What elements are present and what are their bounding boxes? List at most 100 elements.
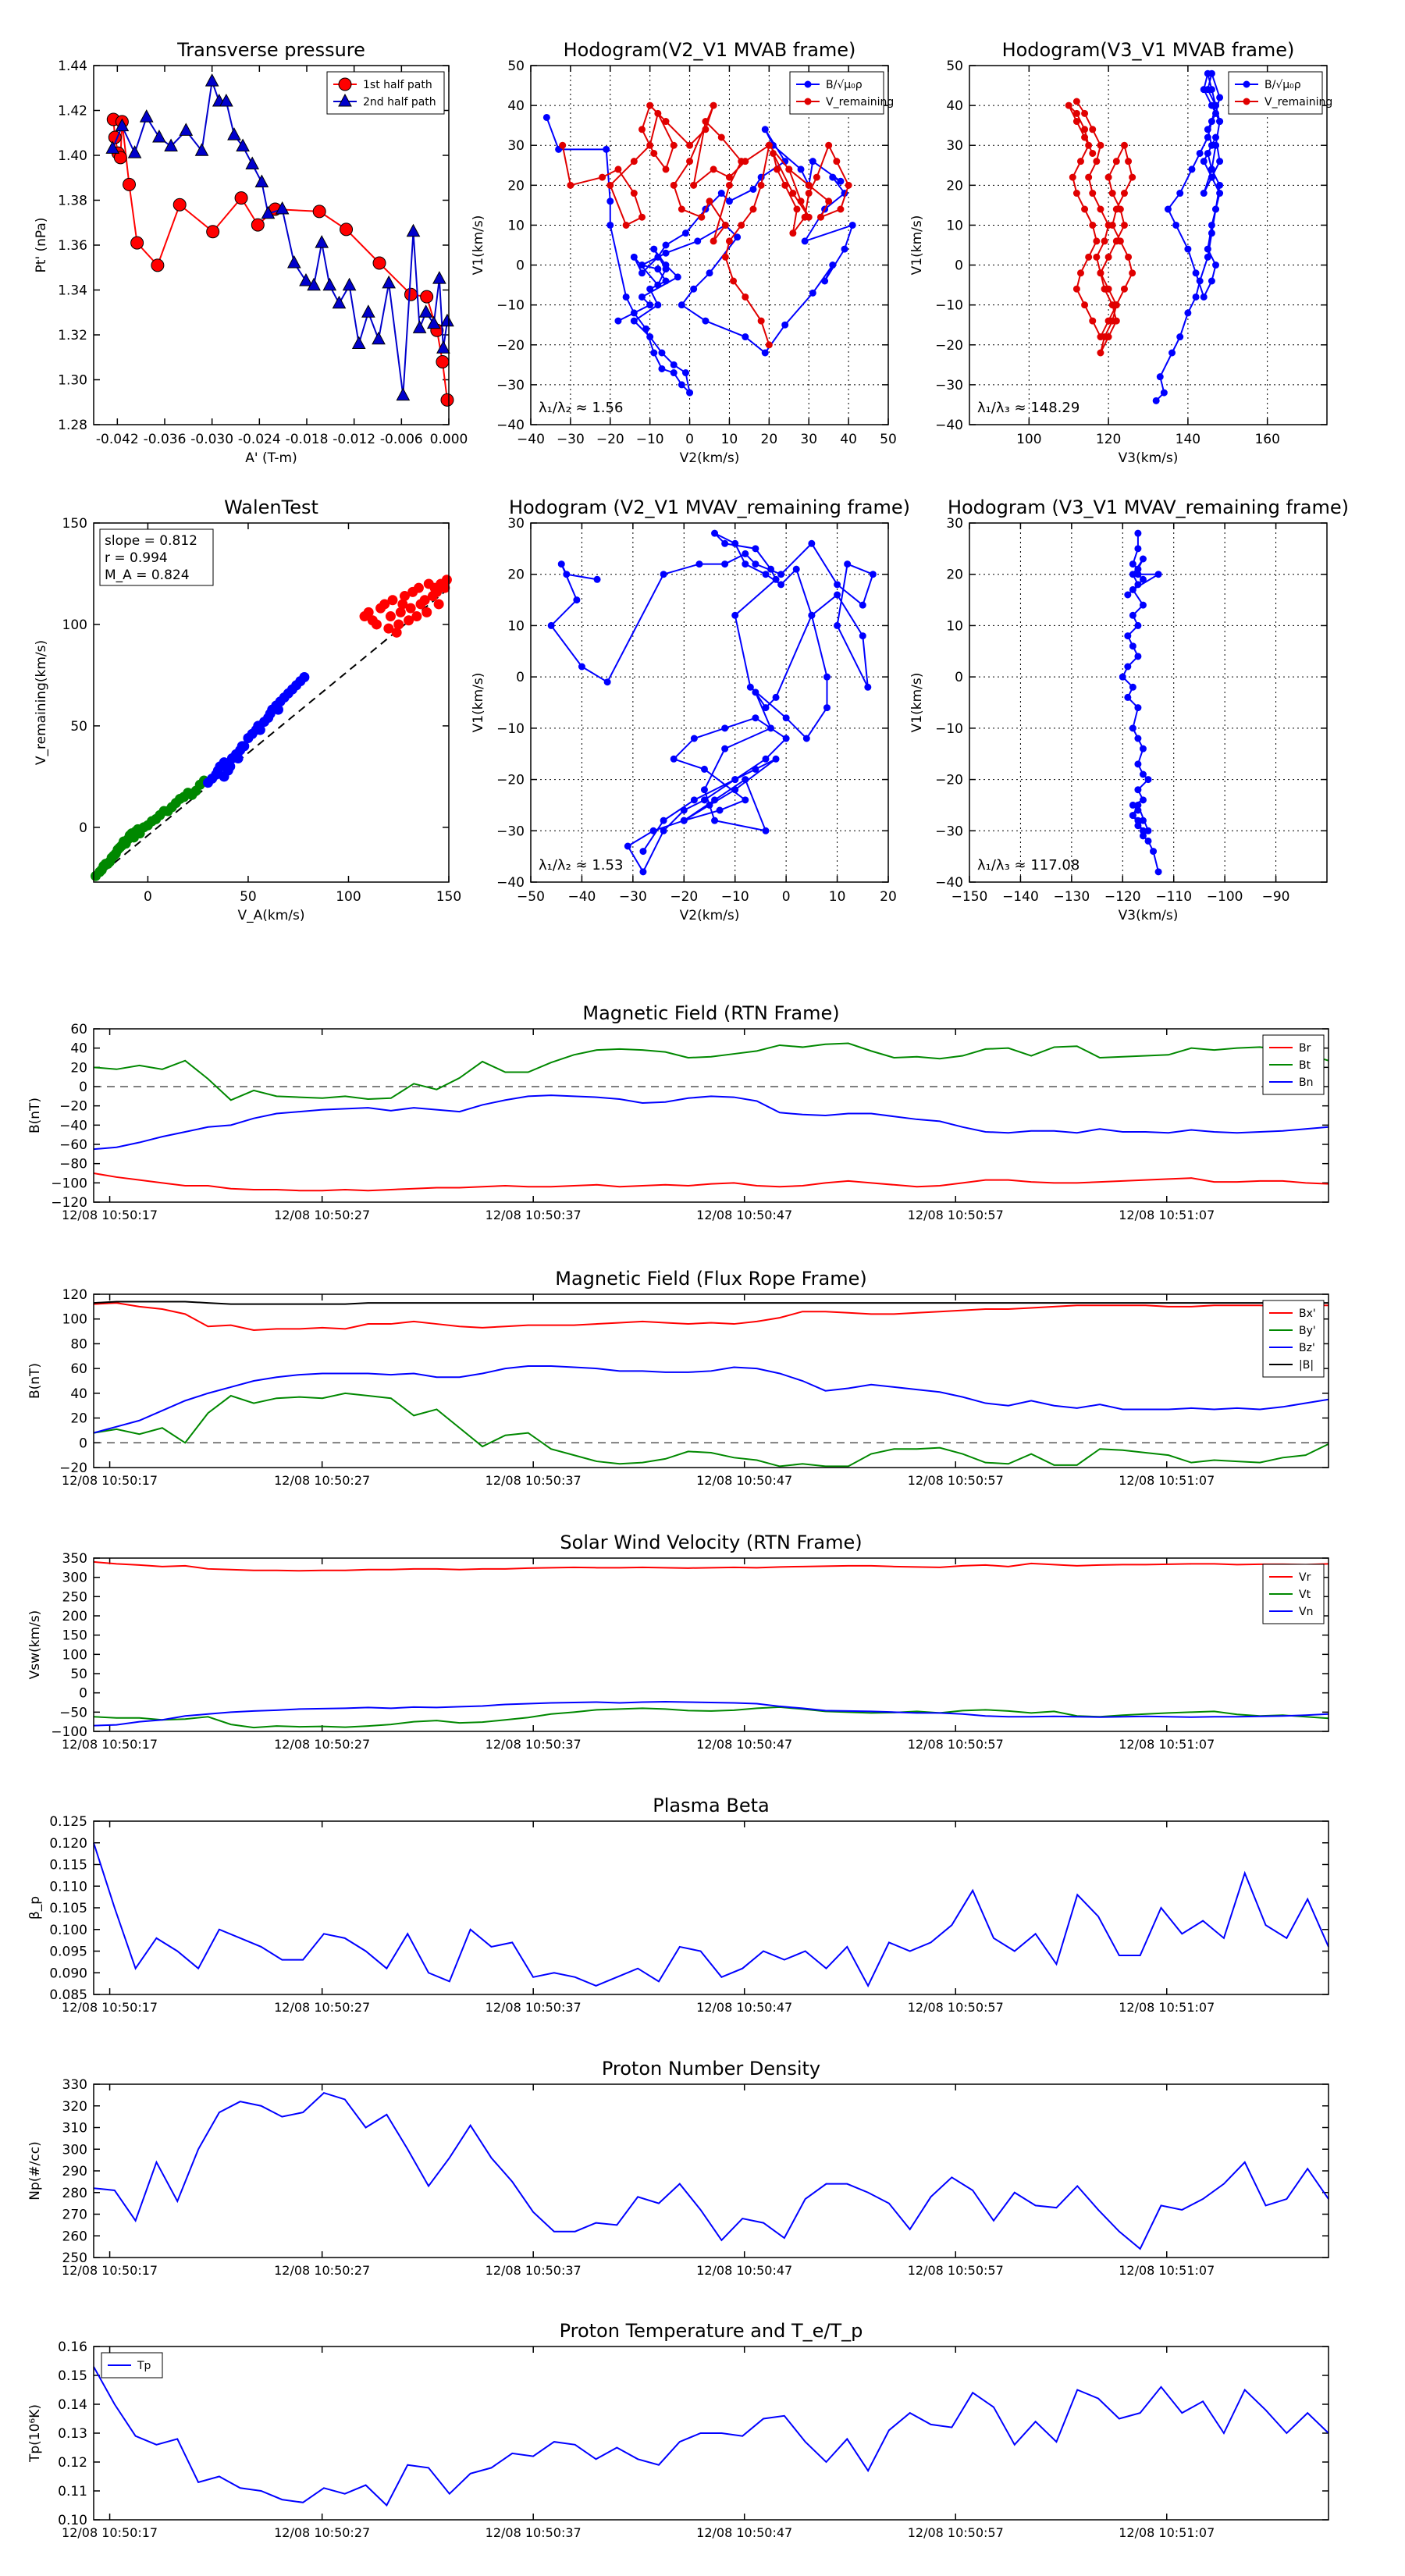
data-point	[716, 806, 724, 814]
y-tick-label: −80	[59, 1157, 87, 1172]
chart-p9: Solar Wind Velocity (RTN Frame) −100 −50 0 5…	[27, 1532, 1329, 1752]
y-tick-label: 0.110	[49, 1879, 87, 1895]
data-point	[606, 221, 614, 229]
data-point	[1124, 632, 1132, 640]
legend: B/√μ₀ρ V_remaining	[1228, 71, 1332, 115]
y-tick-label: 40	[70, 1386, 87, 1402]
plot-frame	[530, 522, 889, 883]
data-point	[654, 265, 662, 273]
y-axis-label: B(nT)	[27, 1363, 43, 1399]
data-point	[834, 621, 841, 629]
series-V_remaining	[559, 101, 852, 349]
y-tick-label: 0	[79, 1436, 87, 1451]
y-tick-label: 310	[62, 2121, 87, 2137]
data-point	[1129, 585, 1136, 593]
scatter-point	[393, 619, 404, 630]
data-point	[1081, 109, 1089, 117]
data-point	[1212, 262, 1220, 269]
data-point	[1089, 149, 1097, 157]
y-tick-label: −20	[496, 338, 525, 354]
series-line-Vt	[93, 1706, 1329, 1729]
data-point	[670, 181, 678, 189]
data-point	[646, 141, 654, 149]
stats-frame	[99, 528, 214, 586]
y-tick-label: 270	[62, 2208, 87, 2223]
time-tick-label: 12/08 10:50:27	[274, 1473, 370, 1488]
y-tick-label: 30	[507, 516, 525, 532]
legend-label: Bn	[1299, 1076, 1313, 1089]
data-point	[702, 126, 710, 133]
chart-title: Proton Number Density	[602, 2058, 820, 2080]
data-point	[1120, 141, 1128, 149]
data-point	[286, 254, 301, 269]
x-tick-label: −30	[557, 432, 585, 447]
data-point	[322, 277, 337, 291]
data-point	[690, 796, 698, 804]
data-point	[829, 262, 837, 269]
legend-label: 1st half path	[363, 79, 432, 91]
data-point	[702, 118, 710, 126]
y-tick-label: 20	[946, 568, 963, 583]
y-tick-label: 1.38	[58, 194, 87, 209]
legend-label: B/√μ₀ρ	[1264, 79, 1301, 91]
x-tick-label: 140	[1176, 432, 1200, 447]
chart-title: Hodogram (V2_V1 MVAV_remaining frame)	[509, 496, 910, 518]
series-V_remaining	[1065, 98, 1136, 357]
legend-marker	[804, 80, 812, 88]
series-line	[112, 80, 448, 396]
data-point	[593, 575, 601, 583]
legend-marker	[1243, 80, 1250, 88]
data-point	[1144, 827, 1152, 834]
data-point	[372, 256, 386, 270]
data-point	[823, 673, 831, 681]
data-point	[658, 365, 666, 372]
y-tick-label: 0.12	[58, 2455, 87, 2471]
data-point	[686, 389, 694, 397]
data-point	[332, 295, 347, 309]
data-point	[152, 129, 166, 143]
data-point	[638, 126, 646, 133]
data-point	[436, 355, 450, 368]
data-point	[646, 301, 654, 309]
data-point	[406, 223, 421, 237]
y-tick-label: 10	[507, 618, 525, 634]
chart-p5: Hodogram (V2_V1 MVAV_remaining frame) −40…	[471, 496, 910, 923]
y-tick-label: 200	[62, 1609, 87, 1624]
legend-label: Vt	[1299, 1589, 1311, 1601]
time-tick-label: 12/08 10:50:37	[486, 1473, 582, 1488]
data-point	[547, 621, 555, 629]
legend-label: B/√μ₀ρ	[826, 79, 863, 91]
data-point	[1212, 141, 1220, 149]
data-point	[361, 304, 375, 318]
data-point	[1176, 190, 1184, 197]
y-tick-label: 1.40	[58, 148, 87, 164]
data-point	[742, 560, 749, 568]
y-tick-label: 0.11	[58, 2484, 87, 2500]
data-point	[1192, 269, 1200, 277]
data-point	[219, 93, 233, 107]
data-point	[650, 245, 658, 253]
data-point	[678, 205, 685, 213]
data-point	[841, 245, 848, 253]
series-line-Bn	[93, 1094, 1329, 1151]
data-point	[340, 222, 354, 237]
data-point	[139, 109, 154, 123]
data-point	[649, 827, 657, 834]
series-1st half path	[106, 112, 454, 407]
y-tick-label: 120	[62, 1287, 87, 1303]
y-tick-label: 350	[62, 1551, 87, 1567]
legend-label: Bz'	[1299, 1342, 1315, 1354]
data-point	[829, 173, 837, 181]
data-point	[173, 197, 187, 212]
data-point	[710, 101, 717, 109]
data-point	[234, 191, 248, 205]
data-point	[802, 735, 810, 742]
series-line	[550, 532, 874, 873]
legend-label: V_remaining	[826, 96, 894, 109]
data-point	[1188, 165, 1196, 173]
data-point	[808, 611, 816, 619]
y-tick-label: 80	[70, 1336, 87, 1352]
data-point	[742, 158, 749, 165]
x-tick-label: -0.006	[380, 432, 423, 447]
data-point	[816, 213, 824, 221]
